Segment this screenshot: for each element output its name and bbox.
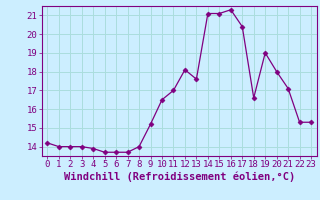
X-axis label: Windchill (Refroidissement éolien,°C): Windchill (Refroidissement éolien,°C) xyxy=(64,172,295,182)
